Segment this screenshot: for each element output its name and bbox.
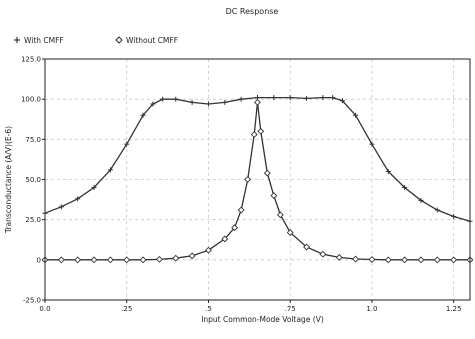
data-point-with-cmff <box>160 96 166 102</box>
data-point-with-cmff <box>173 96 179 102</box>
legend-label-with-cmff: With CMFF <box>24 36 64 45</box>
data-point-without-cmff <box>257 127 265 135</box>
data-point-with-cmff <box>287 95 293 101</box>
series-line-without-cmff <box>45 102 470 261</box>
data-point-with-cmff <box>320 95 326 101</box>
data-point-without-cmff <box>221 235 229 243</box>
data-point-without-cmff <box>123 256 131 264</box>
data-point-with-cmff <box>58 204 64 210</box>
data-point-without-cmff <box>417 256 425 264</box>
data-point-without-cmff <box>231 224 239 232</box>
data-point-with-cmff <box>402 185 408 191</box>
x-tick-label: .25 <box>121 305 132 313</box>
data-point-with-cmff <box>238 96 244 102</box>
legend-label-without-cmff: Without CMFF <box>126 36 178 45</box>
data-point-without-cmff <box>106 256 114 264</box>
data-point-without-cmff <box>139 256 147 264</box>
x-tick-label: .75 <box>285 305 296 313</box>
y-tick-label: 100.0 <box>21 96 41 104</box>
series-line-with-cmff <box>44 96 471 222</box>
y-tick-label: 0 <box>37 256 41 264</box>
data-point-without-cmff <box>450 256 458 264</box>
data-point-with-cmff <box>150 101 156 107</box>
x-tick-label: 0.0 <box>39 305 50 313</box>
data-point-with-cmff <box>340 98 345 104</box>
data-point-without-cmff <box>270 192 278 200</box>
data-point-without-cmff <box>286 229 294 236</box>
x-axis-label: Input Common-Mode Voltage (V) <box>201 315 324 324</box>
data-point-with-cmff <box>271 95 277 101</box>
y-tick-label: 50.0 <box>25 176 41 184</box>
data-point-without-cmff <box>319 250 327 258</box>
data-point-without-cmff <box>263 169 271 177</box>
chart-title: DC Response <box>226 7 279 16</box>
data-point-with-cmff <box>369 141 375 147</box>
series-layer <box>41 95 474 264</box>
data-point-without-cmff <box>205 246 212 254</box>
data-point-with-cmff <box>222 99 228 105</box>
x-tick-label: 1.25 <box>446 305 462 313</box>
data-point-without-cmff <box>244 176 252 183</box>
data-point-without-cmff <box>276 211 284 219</box>
data-point-with-cmff <box>75 196 81 202</box>
data-point-with-cmff <box>451 213 457 219</box>
legend-item-without-cmff: Without CMFF <box>115 36 178 45</box>
data-point-without-cmff <box>188 252 196 260</box>
data-point-without-cmff <box>254 98 261 106</box>
data-point-without-cmff <box>250 131 258 138</box>
diamond-marker-icon <box>115 36 123 44</box>
data-point-without-cmff <box>237 206 245 214</box>
y-tick-label: 125.0 <box>21 56 41 64</box>
data-point-without-cmff <box>335 253 343 261</box>
x-axis: 0.0 .25 .5 .75 1.0 1.25 <box>39 300 461 313</box>
data-point-without-cmff <box>172 254 180 262</box>
x-tick-label: .5 <box>205 305 212 313</box>
data-point-without-cmff <box>384 256 392 264</box>
x-tick-label: 1.0 <box>366 305 377 313</box>
data-point-with-cmff <box>304 95 310 101</box>
data-point-without-cmff <box>74 256 82 264</box>
y-axis-label: Transconductance (A/V)(E-6) <box>4 126 13 234</box>
data-point-with-cmff <box>140 112 146 118</box>
data-point-with-cmff <box>91 185 97 191</box>
legend-item-with-cmff: With CMFF <box>14 36 64 45</box>
data-point-without-cmff <box>401 256 409 264</box>
data-point-without-cmff <box>368 256 376 263</box>
legend: With CMFF Without CMFF <box>14 36 178 45</box>
data-point-with-cmff <box>330 95 336 101</box>
data-point-without-cmff <box>352 255 360 263</box>
plus-marker-icon <box>14 37 20 43</box>
data-point-with-cmff <box>205 101 211 107</box>
data-point-with-cmff <box>124 141 130 147</box>
y-tick-label: 75.0 <box>25 136 41 144</box>
data-point-without-cmff <box>155 255 163 263</box>
y-axis: -25.0 0 25.0 50.0 75.0 100.0 125.0 <box>21 56 45 305</box>
data-point-with-cmff <box>385 168 391 174</box>
plot-frame <box>44 58 471 301</box>
data-point-with-cmff <box>434 207 440 213</box>
y-tick-label: 25.0 <box>25 216 41 224</box>
y-tick-label: -25.0 <box>23 297 41 305</box>
data-point-with-cmff <box>418 197 424 203</box>
data-point-without-cmff <box>433 256 441 264</box>
data-point-with-cmff <box>107 167 113 173</box>
data-point-with-cmff <box>353 112 359 118</box>
data-point-without-cmff <box>90 256 98 264</box>
data-point-without-cmff <box>57 256 65 264</box>
data-point-without-cmff <box>303 243 310 251</box>
data-point-with-cmff <box>189 99 195 105</box>
